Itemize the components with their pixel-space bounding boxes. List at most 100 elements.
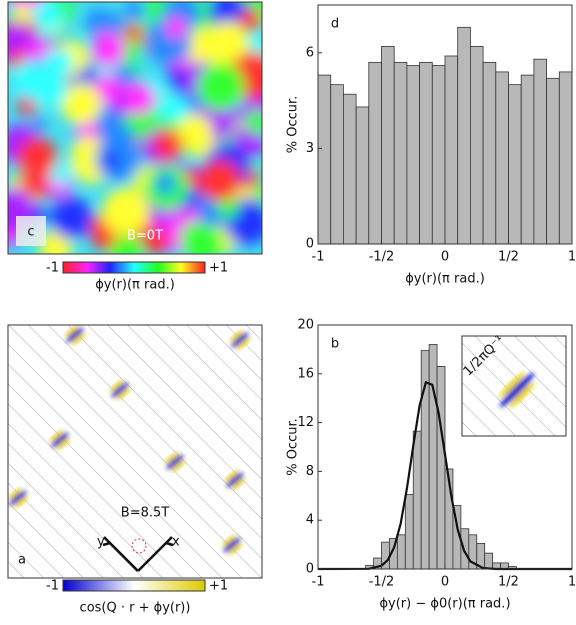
x-axis-label: ϕy(r)(π rad.) [405,272,485,287]
y-tick-label: 4 [306,513,314,528]
colorbar [62,579,206,592]
x-tick-label: -1 [312,575,325,590]
hue-blob [17,137,58,178]
vortex-core [51,432,69,448]
x-axis-label: ϕy(r) − ϕ0(r)(π rad.) [379,597,510,612]
bar [428,344,438,570]
hue-blob [101,188,150,236]
hue-blob [30,117,47,134]
x-tick-label: 0 [441,250,449,265]
vortex-side [8,488,22,501]
y-axis-label: % Occur. [286,96,301,154]
hue-blob [142,228,169,254]
vortex-core [111,382,129,398]
vortex-side [229,330,244,343]
hue-blobs [8,2,262,254]
colorbar-tick-label: +1 [209,579,228,594]
y-tick-label: 3 [306,141,314,156]
x-tick-label: 1/2 [498,250,519,265]
vortex-side [171,459,186,472]
panel-label: c [27,225,34,240]
hue-blob [199,159,241,202]
vortex-side [228,542,243,555]
colorbar-tick-label: -1 [46,261,59,276]
vortex-core [223,537,241,553]
colorbar-label: ϕy(r)(π rad.) [95,278,175,293]
bar [419,61,433,245]
bar [368,61,382,245]
frame [7,324,263,579]
bar [412,430,422,570]
panel-label: a [18,553,26,568]
hue-blob [184,27,227,70]
x-tick-label: -1/2 [369,575,395,590]
bar [533,58,548,245]
hue-blob [124,23,143,42]
panel-label: b [331,337,339,352]
x-tick-label: 1/2 [498,575,519,590]
bar [444,55,459,245]
bar [546,77,560,245]
hue-blob [31,2,63,31]
colorbar-tick-label: +1 [209,261,228,276]
colorbar-tick-label: -1 [46,579,59,594]
bar [406,65,420,245]
vortex-side [509,382,535,408]
y-tick-label: 20 [297,318,314,333]
fit-curve [317,380,572,571]
vortex [64,325,86,345]
vortex [8,488,29,508]
hue-blob [85,8,113,36]
y-tick-label: 16 [297,366,314,381]
x-tick-label: 1 [568,575,576,590]
annotation: B=8.5T [121,506,169,521]
annotation: B=0T [127,229,163,244]
vortex-side [236,337,251,350]
hue-blob [179,221,215,254]
bar [484,552,494,570]
label-box [16,216,46,246]
vortex-side [71,332,86,345]
fringes [8,325,262,578]
bar [495,71,509,245]
vortex-side [14,495,29,508]
y-tick-label: 12 [297,415,314,430]
axis-x-label: x [172,535,180,550]
hue-blob [154,173,176,195]
label-bg [322,8,348,38]
axis-y-label: y [97,535,105,550]
hue-blob [239,9,262,32]
bar [396,534,406,570]
vortex [221,535,243,555]
x-tick-label: -1 [312,250,325,265]
vortex-core [231,332,249,348]
bar [457,26,471,245]
bar [436,366,446,570]
vortex-side [49,430,64,443]
hue-blob [123,82,156,115]
vortex [109,380,131,400]
hue-blob [124,2,145,21]
vortex-core [226,472,244,488]
hue-blob [153,129,184,161]
y-axis-label: % Occur. [286,418,301,476]
vortex-side [224,470,239,483]
vortex-core [66,327,84,343]
bar [482,61,497,245]
inset-vortex [499,372,535,408]
vortex-side [221,535,236,548]
bar [558,71,573,245]
colorbar-label: cos(Q · r + ϕy(r)) [80,601,191,616]
label-bg [322,328,348,358]
bar [381,46,395,245]
inset-frame [461,335,567,437]
vortex [164,452,186,472]
hue-blob [101,151,120,170]
image-panel [8,325,262,578]
bar [431,65,446,245]
hue-blob [12,3,32,23]
bar [520,74,535,245]
y-tick-label: 6 [306,45,314,60]
y-tick-label: 0 [306,237,314,252]
